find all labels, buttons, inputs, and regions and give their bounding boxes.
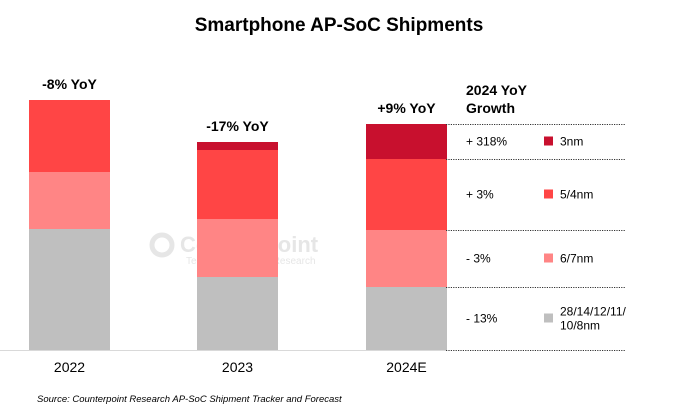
category-label-2023: 2023 xyxy=(222,359,253,375)
legend-dividers xyxy=(446,124,626,351)
bar-segment-2023-3nm xyxy=(197,142,278,150)
bar-segment-2024e-28-14-12-11-10-8nm xyxy=(366,287,447,350)
category-label-2022: 2022 xyxy=(54,359,85,375)
bar-segment-2023-28-14-12-11-10-8nm xyxy=(197,277,278,350)
bar-segment-2024e-6-7nm xyxy=(366,230,447,287)
legend-swatch xyxy=(544,253,553,263)
legend-label: 6/7nm xyxy=(560,252,593,266)
source-note: Source: Counterpoint Research AP-SoC Shi… xyxy=(37,394,342,405)
bar-segment-2024e-5-4nm xyxy=(366,159,447,230)
yoy-labels: -8% YoY -17% YoY +9% YoY xyxy=(42,76,436,134)
legend-growth-value: - 3% xyxy=(466,252,491,266)
legend-growth-value: + 318% xyxy=(466,135,507,149)
legend-swatch xyxy=(544,313,553,323)
legend-growth-value: + 3% xyxy=(466,188,494,202)
legend-label: 10/8nm xyxy=(560,319,600,333)
watermark-logo-icon xyxy=(149,232,175,258)
yoy-label-2023: -17% YoY xyxy=(206,118,269,134)
legend-row-28-14-12-11-10-8nm: - 13% 28/14/12/11/10/8nm xyxy=(466,305,627,333)
yoy-label-2022: -8% YoY xyxy=(42,76,97,92)
legend-header-line2: Growth xyxy=(466,100,515,116)
legend-label: 28/14/12/11/ xyxy=(560,305,627,319)
legend-row-5-4nm: + 3% 5/4nm xyxy=(466,188,593,202)
bar-segment-2022-5-4nm xyxy=(29,100,110,172)
legend-row-6-7nm: - 3% 6/7nm xyxy=(466,252,593,266)
bar-segment-2022-28-14-12-11-10-8nm xyxy=(29,229,110,350)
bar-segment-2023-5-4nm xyxy=(197,150,278,219)
bar-segment-2022-6-7nm xyxy=(29,172,110,229)
yoy-label-2024e: +9% YoY xyxy=(377,100,436,116)
legend-swatch xyxy=(544,136,553,146)
legend-growth-value: - 13% xyxy=(466,312,498,326)
category-label-2024e: 2024E xyxy=(386,359,426,375)
legend-swatch xyxy=(544,189,553,199)
legend-row-3nm: + 318% 3nm xyxy=(466,135,583,149)
category-labels: 2022 2023 2024E xyxy=(54,359,427,375)
legend: 2024 YoY Growth + 318% 3nm + 3% 5/4nm - 3% 6/… xyxy=(466,82,627,333)
bar-segment-2024e-3nm xyxy=(366,124,447,159)
legend-label: 5/4nm xyxy=(560,188,593,202)
bar-segment-2023-6-7nm xyxy=(197,219,278,277)
bars-group xyxy=(29,100,447,350)
legend-label: 3nm xyxy=(560,135,583,149)
legend-header-line1: 2024 YoY xyxy=(466,82,528,98)
chart-title: Smartphone AP-SoC Shipments xyxy=(195,15,484,36)
